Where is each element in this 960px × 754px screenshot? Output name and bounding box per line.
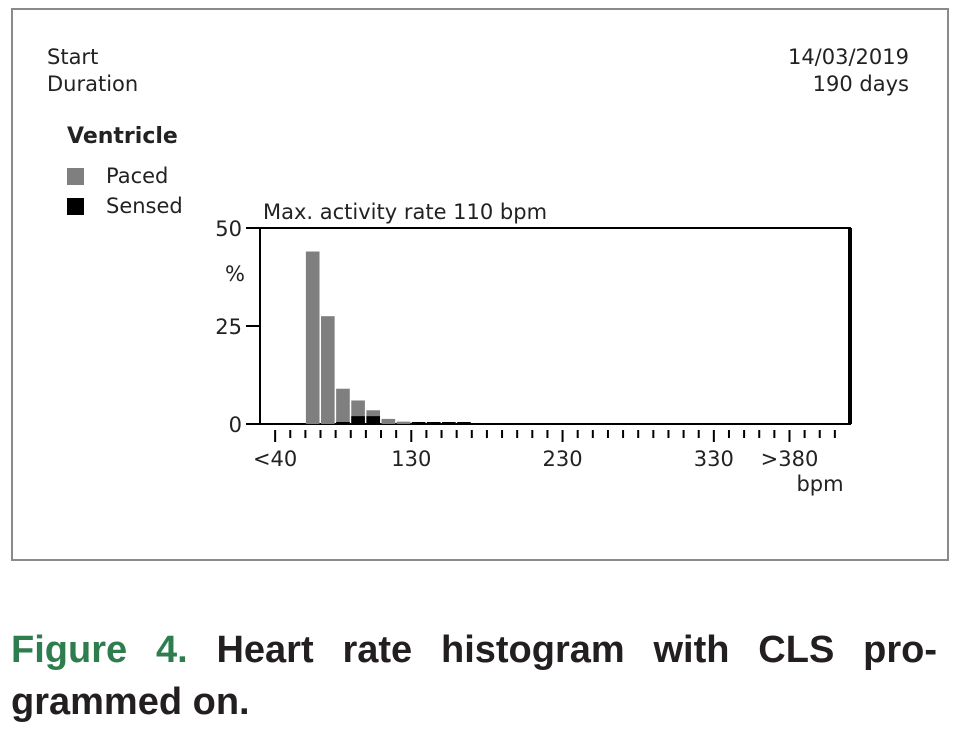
x-axis-label: bpm [796, 472, 843, 496]
chart-title: Max. activity rate 110 bpm [263, 200, 548, 224]
legend-item-sensed: Sensed [67, 193, 183, 219]
paced-bar [336, 388, 350, 424]
paced-bar [396, 421, 411, 424]
x-tick-label: 230 [543, 447, 583, 471]
x-tick-label: >380 [761, 447, 819, 471]
sensed-bar [426, 422, 441, 424]
start-value: 14/03/2019 [787, 45, 909, 69]
x-tick-label: <40 [253, 447, 297, 471]
x-tick-label: 130 [391, 447, 431, 471]
figure-label: Figure 4. [11, 629, 188, 671]
sensed-bar [457, 422, 471, 424]
sensed-bar [336, 422, 350, 424]
start-label: Start [47, 45, 99, 69]
paced-bar [381, 418, 396, 424]
y-axis-label: % [225, 262, 245, 286]
x-tick-label: 330 [694, 447, 734, 471]
figure-caption: Figure 4. Heart rate histogram with CLS … [11, 624, 937, 728]
duration-label: Duration [47, 72, 139, 96]
sensed-swatch [67, 197, 84, 215]
duration-value: 190 days [812, 72, 909, 96]
legend-title: Ventricle [67, 124, 178, 149]
sensed-bar [442, 422, 456, 424]
legend-label-sensed: Sensed [106, 194, 183, 218]
legend-item-paced: Paced [67, 163, 168, 189]
legend-label-paced: Paced [106, 164, 169, 188]
sensed-bar [411, 422, 426, 424]
y-tick-label: 50 [215, 217, 242, 241]
y-tick-label: 25 [215, 315, 242, 339]
y-tick-label: 0 [229, 413, 242, 437]
paced-bar [321, 316, 335, 424]
paced-swatch [67, 167, 84, 185]
caption-text: Heart rate histogram with CLS pro­gramme… [11, 629, 937, 723]
sensed-bar [366, 416, 381, 424]
histogram-panel: Start Duration 14/03/2019 190 days Ventr… [11, 8, 949, 561]
paced-bar [305, 251, 320, 424]
sensed-bar [351, 416, 365, 424]
